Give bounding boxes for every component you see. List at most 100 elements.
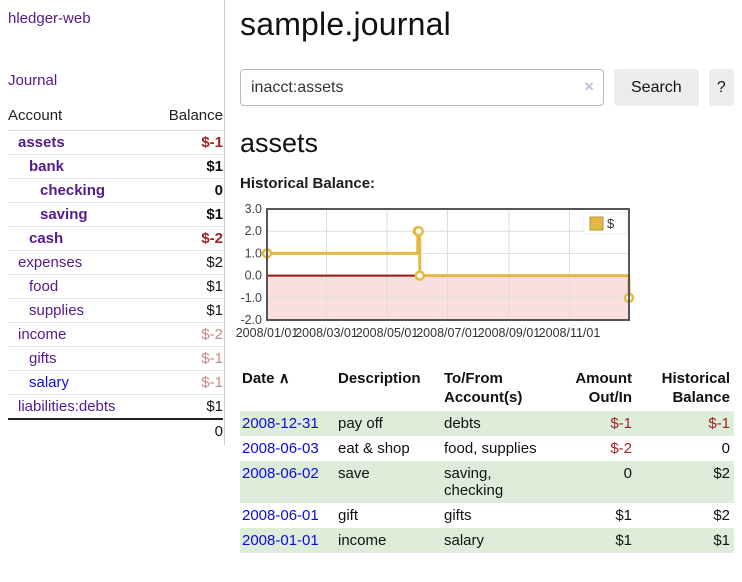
x-axis-tick: 2008/11/01 — [539, 326, 601, 340]
register-row: 2008-06-02 save saving, checking 0 $2 — [240, 461, 734, 503]
transaction-date-link[interactable]: 2008-12-31 — [242, 415, 319, 432]
register-header-date-label: Date — [242, 370, 275, 387]
account-link-supplies[interactable]: supplies — [29, 302, 85, 319]
transaction-date-link[interactable]: 2008-01-01 — [242, 532, 319, 549]
register-balance: 0 — [721, 440, 730, 457]
register-date-cell: 2008-06-02 — [240, 461, 336, 503]
x-axis-tick: 2008/07/01 — [416, 326, 479, 340]
account-link-assets[interactable]: assets — [18, 134, 65, 151]
register-description: pay off — [338, 415, 383, 432]
y-axis-tick: 2.0 — [245, 224, 262, 238]
account-row: bank $1 — [8, 154, 223, 179]
data-point-marker[interactable] — [414, 270, 425, 281]
accounts-header-row: Account Balance — [8, 103, 223, 131]
account-link-checking[interactable]: checking — [40, 182, 106, 199]
account-balance: $2 — [150, 250, 223, 275]
page-title: sample.journal — [240, 6, 451, 42]
x-axis-tick: 2008/05/01 — [356, 326, 419, 340]
account-name-cell: income — [8, 322, 151, 347]
account-name-cell: gifts — [8, 346, 151, 371]
account-balance: $1 — [150, 394, 223, 420]
accounts-total-spacer — [8, 418, 151, 443]
register-date-cell: 2008-01-01 — [240, 528, 336, 553]
transaction-date-link[interactable]: 2008-06-02 — [242, 465, 319, 482]
page: hledger-web Journal Account Balance asse… — [0, 0, 734, 553]
sidebar: hledger-web Journal Account Balance asse… — [0, 0, 225, 445]
legend-swatch — [589, 216, 604, 231]
account-row: expenses $2 — [8, 250, 223, 275]
chart-title: Historical Balance: — [240, 175, 376, 192]
register-accounts: salary — [444, 532, 485, 549]
accounts-total-row: 0 — [8, 418, 223, 443]
y-axis-tick: 1.0 — [245, 246, 262, 260]
account-link-expenses[interactable]: expenses — [18, 254, 83, 271]
account-row: food $1 — [8, 274, 223, 299]
search-form: × Search ? — [240, 69, 734, 106]
transaction-date-link[interactable]: 2008-06-01 — [242, 507, 319, 524]
register-header-amount: Amount Out/In — [575, 370, 632, 406]
register-date-cell: 2008-06-03 — [240, 436, 336, 461]
register-row: 2008-12-31 pay off debts $-1 $-1 — [240, 411, 734, 436]
account-row: income $-2 — [8, 322, 223, 347]
search-input-wrap: × — [240, 69, 604, 106]
search-input[interactable] — [240, 69, 604, 106]
data-point-marker[interactable] — [413, 225, 424, 237]
account-balance: $-2 — [150, 322, 223, 347]
sidebar-item-journal[interactable]: Journal — [8, 72, 58, 89]
register-amount: $1 — [615, 507, 632, 524]
help-button[interactable]: ? — [708, 69, 734, 106]
register-amount: 0 — [623, 465, 632, 482]
y-axis-tick: -2.0 — [240, 313, 262, 327]
account-link-salary[interactable]: salary — [29, 374, 70, 391]
y-axis-tick: -1.0 — [240, 291, 262, 305]
legend-label: $ — [607, 216, 615, 231]
register-description: income — [338, 532, 387, 549]
account-row: salary $-1 — [8, 370, 223, 395]
register-amount: $-2 — [610, 440, 632, 457]
account-row: liabilities:debts $1 — [8, 394, 223, 420]
account-balance: $-1 — [150, 346, 223, 371]
account-link-saving[interactable]: saving — [40, 206, 88, 223]
transaction-date-link[interactable]: 2008-06-03 — [242, 440, 319, 457]
accounts-table: Account Balance assets $-1 bank $1 checking 0… — [8, 103, 223, 443]
register-header-accounts: To/From Account(s) — [444, 370, 523, 406]
account-balance: $1 — [150, 202, 223, 227]
account-link-food[interactable]: food — [29, 278, 59, 295]
register-header-row: Date ∧ Description To/From Account(s) Am… — [240, 367, 734, 411]
x-axis-tick: 2008/01/01 — [236, 326, 299, 340]
account-link-liabilities-debts[interactable]: liabilities:debts — [18, 398, 116, 415]
account-balance: $-2 — [150, 226, 223, 251]
account-heading: assets — [240, 128, 319, 158]
account-name-cell: cash — [8, 226, 151, 251]
account-link-income[interactable]: income — [18, 326, 67, 343]
account-balance: $1 — [150, 274, 223, 299]
historical-balance-chart: 3.0 2.0 1.0 0.0 -1.0 -2.02008/01/012008/03/01… — [236, 202, 635, 340]
account-row: assets $-1 — [8, 130, 223, 155]
register-balance: $2 — [713, 465, 730, 482]
register-accounts: debts — [444, 415, 481, 432]
account-name-cell: saving — [8, 202, 151, 227]
account-balance: $-1 — [150, 130, 223, 155]
register-description: save — [338, 465, 370, 482]
register-date-cell: 2008-12-31 — [240, 411, 336, 436]
main-content: sample.journal × Search ? assets Histori… — [225, 0, 734, 553]
register-header-date[interactable]: Date ∧ — [240, 367, 336, 411]
search-button[interactable]: Search — [614, 69, 699, 106]
accounts-header-balance: Balance — [150, 103, 223, 131]
account-row: supplies $1 — [8, 298, 223, 323]
register-balance: $-1 — [708, 415, 730, 432]
account-link-bank[interactable]: bank — [29, 158, 65, 175]
app-title-link[interactable]: hledger-web — [8, 10, 91, 27]
accounts-total-balance: 0 — [150, 418, 223, 443]
register-description: gift — [338, 507, 359, 524]
register-accounts: food, supplies — [444, 440, 537, 457]
clear-search-icon[interactable]: × — [584, 77, 594, 96]
account-link-gifts[interactable]: gifts — [29, 350, 57, 367]
register-description: eat & shop — [338, 440, 410, 457]
register-amount: $-1 — [610, 415, 632, 432]
account-link-cash[interactable]: cash — [29, 230, 64, 247]
register-header-description: Description — [338, 370, 421, 387]
account-name-cell: supplies — [8, 298, 151, 323]
account-row: gifts $-1 — [8, 346, 223, 371]
y-axis-tick: 3.0 — [245, 202, 262, 216]
